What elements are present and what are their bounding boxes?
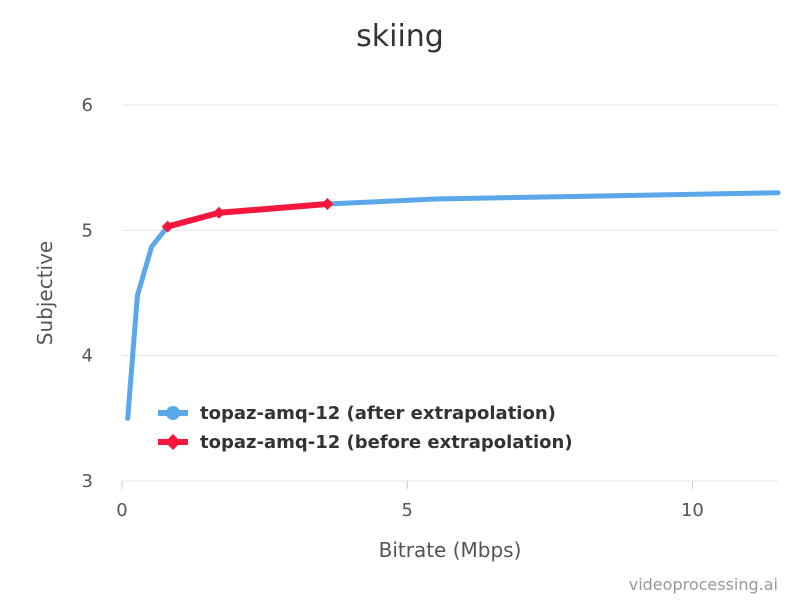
y-axis-label: Subjective	[33, 241, 57, 345]
legend-item[interactable]: topaz-amq-12 (after extrapolation)	[158, 403, 556, 424]
legend[interactable]: topaz-amq-12 (after extrapolation) topaz-…	[158, 403, 573, 453]
series-line-0	[125, 190, 781, 421]
legend-label: topaz-amq-12 (before extrapolation)	[200, 432, 573, 453]
y-tick-label: 3	[82, 471, 93, 492]
y-tick-label: 4	[82, 346, 93, 367]
y-tick-label: 6	[82, 95, 93, 116]
data-point[interactable]	[321, 198, 334, 211]
series-layer	[125, 190, 781, 421]
grid	[122, 104, 778, 482]
legend-marker	[165, 434, 181, 450]
legend-item[interactable]: topaz-amq-12 (before extrapolation)	[158, 432, 573, 453]
chart-title: skiing	[356, 19, 444, 54]
legend-label: topaz-amq-12 (after extrapolation)	[200, 403, 556, 424]
y-tick-labels: 3 4 5 6	[82, 95, 93, 492]
data-point[interactable]	[161, 220, 174, 233]
data-point[interactable]	[212, 206, 225, 219]
x-tick-label: 5	[401, 500, 412, 521]
y-tick-label: 5	[82, 220, 93, 241]
legend-marker	[166, 406, 180, 420]
x-tick-label: 10	[681, 500, 704, 521]
x-tick-labels: 0 5 10	[116, 481, 704, 521]
x-tick-label: 0	[116, 500, 127, 521]
credit-text: videoprocessing.ai	[629, 575, 778, 594]
series-line-1	[164, 201, 331, 230]
x-axis-label: Bitrate (Mbps)	[379, 538, 522, 562]
